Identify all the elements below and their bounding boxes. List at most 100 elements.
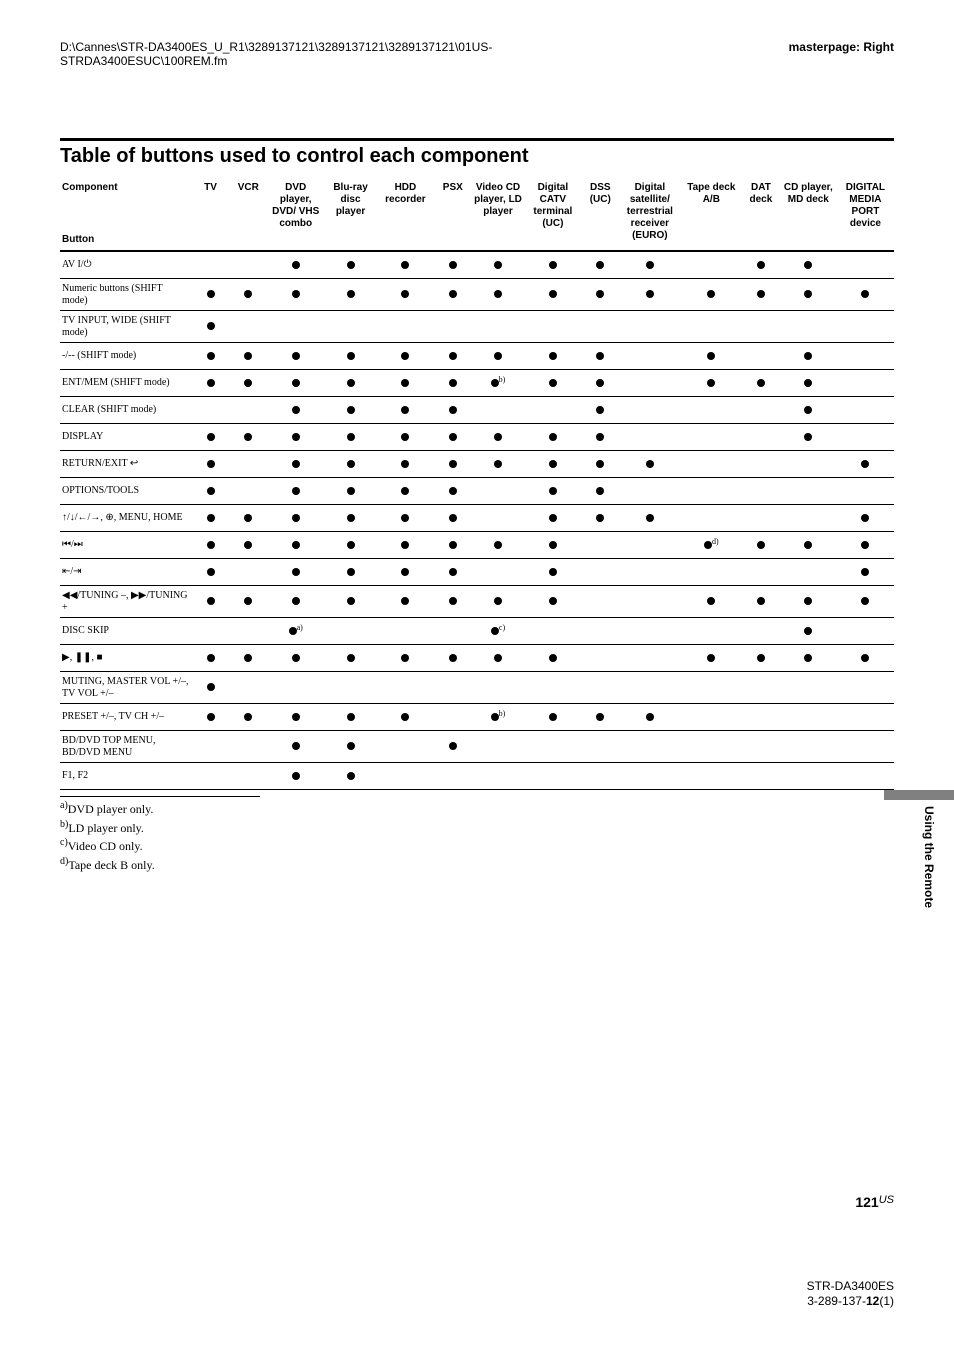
table-cell (581, 645, 619, 672)
table-cell (267, 343, 324, 370)
column-header: Digital satellite/ terrestrial receiver … (619, 178, 680, 251)
table-cell (742, 586, 780, 618)
table-cell (267, 731, 324, 763)
row-label: MUTING, MASTER VOL +/–, TV VOL +/– (60, 672, 192, 704)
table-cell (837, 731, 894, 763)
table-cell (267, 532, 324, 559)
table-row: DISPLAY (60, 424, 894, 451)
table-cell (472, 343, 525, 370)
table-cell (581, 311, 619, 343)
table-cell (742, 618, 780, 645)
table-cell (581, 343, 619, 370)
table-cell (472, 731, 525, 763)
table-cell (742, 451, 780, 478)
table-cell (192, 505, 230, 532)
table-cell (681, 251, 742, 279)
table-cell (524, 279, 581, 311)
table-corner-header: Component Button (60, 178, 192, 251)
table-cell (581, 731, 619, 763)
page-number-suffix: US (879, 1194, 894, 1206)
table-cell: b) (472, 704, 525, 731)
table-cell (324, 397, 377, 424)
column-header: Tape deck A/B (681, 178, 742, 251)
section-title: Table of buttons used to control each co… (60, 145, 529, 167)
table-cell (377, 586, 434, 618)
table-cell (742, 645, 780, 672)
table-cell (229, 645, 267, 672)
table-cell (377, 279, 434, 311)
table-cell (742, 763, 780, 790)
table-cell (324, 424, 377, 451)
table-cell (619, 586, 680, 618)
table-cell (434, 397, 472, 424)
table-cell (434, 532, 472, 559)
page-number: 121US (855, 1194, 894, 1210)
table-cell (472, 763, 525, 790)
table-cell (267, 586, 324, 618)
filepath-header: D:\Cannes\STR-DA3400ES_U_R1\3289137121\3… (60, 40, 894, 68)
table-cell (837, 397, 894, 424)
table-cell (837, 505, 894, 532)
table-cell (229, 424, 267, 451)
table-cell (524, 397, 581, 424)
table-cell (377, 311, 434, 343)
table-cell (229, 478, 267, 505)
table-cell (192, 618, 230, 645)
table-cell (324, 279, 377, 311)
table-cell (229, 763, 267, 790)
table-cell (267, 559, 324, 586)
row-label: PRESET +/–, TV CH +/– (60, 704, 192, 731)
table-cell (681, 451, 742, 478)
table-cell (581, 763, 619, 790)
table-cell (324, 505, 377, 532)
table-cell (780, 704, 837, 731)
footnote: c)Video CD only. (60, 836, 260, 855)
table-cell (377, 370, 434, 397)
row-label: AV I/⏻ (60, 251, 192, 279)
table-cell (780, 370, 837, 397)
row-label: -/-- (SHIFT mode) (60, 343, 192, 370)
column-header: Blu-ray disc player (324, 178, 377, 251)
table-cell (472, 645, 525, 672)
table-cell (472, 397, 525, 424)
table-cell (472, 251, 525, 279)
table-cell (681, 763, 742, 790)
table-cell (524, 704, 581, 731)
table-cell (524, 672, 581, 704)
table-cell (524, 505, 581, 532)
table-row: F1, F2 (60, 763, 894, 790)
table-cell (742, 731, 780, 763)
row-label: Numeric buttons (SHIFT mode) (60, 279, 192, 311)
table-cell (229, 279, 267, 311)
table-cell (524, 343, 581, 370)
table-cell: b) (472, 370, 525, 397)
table-cell (324, 370, 377, 397)
column-header: Digital CATV terminal (UC) (524, 178, 581, 251)
table-cell (229, 505, 267, 532)
table-cell (742, 424, 780, 451)
table-row: Numeric buttons (SHIFT mode) (60, 279, 894, 311)
table-cell (192, 370, 230, 397)
table-cell (267, 370, 324, 397)
table-row: -/-- (SHIFT mode) (60, 343, 894, 370)
side-tab-label: Using the Remote (922, 806, 936, 908)
table-cell (192, 704, 230, 731)
table-cell (619, 704, 680, 731)
table-cell (267, 763, 324, 790)
table-cell (681, 343, 742, 370)
table-cell (780, 311, 837, 343)
table-row: DISC SKIPa)c) (60, 618, 894, 645)
table-cell (681, 370, 742, 397)
table-cell (780, 424, 837, 451)
table-cell (324, 763, 377, 790)
table-cell (324, 343, 377, 370)
table-row: CLEAR (SHIFT mode) (60, 397, 894, 424)
table-cell (524, 478, 581, 505)
table-cell (434, 343, 472, 370)
table-cell (524, 311, 581, 343)
table-cell (267, 645, 324, 672)
table-row: OPTIONS/TOOLS (60, 478, 894, 505)
table-cell (681, 586, 742, 618)
table-cell (681, 645, 742, 672)
table-cell (780, 279, 837, 311)
